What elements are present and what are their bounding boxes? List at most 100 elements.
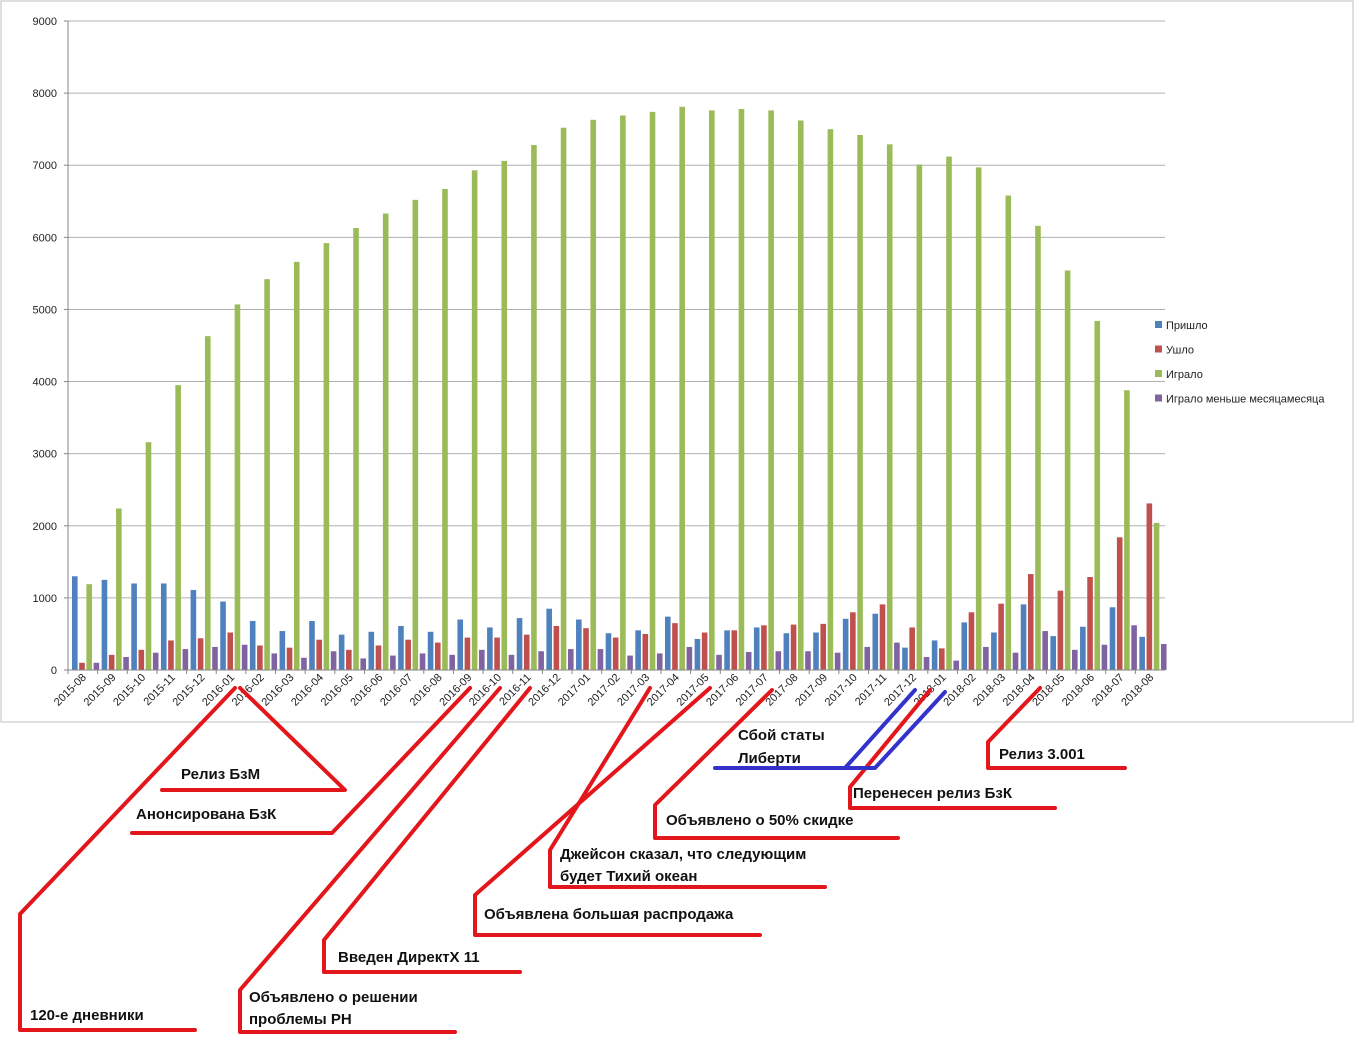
bar [531, 145, 537, 670]
bar [583, 628, 589, 670]
bar [1042, 631, 1048, 670]
bar [375, 645, 382, 670]
bar [931, 640, 938, 670]
bar [427, 631, 434, 670]
bar [227, 632, 234, 670]
bar [286, 647, 293, 670]
bar [1131, 625, 1137, 670]
bar [301, 657, 307, 670]
bar [93, 662, 100, 670]
bar [560, 127, 567, 671]
bar [1020, 604, 1027, 670]
bar [108, 654, 115, 670]
bar [961, 622, 968, 670]
y-tick-label: 9000 [33, 16, 57, 28]
bar [886, 144, 893, 670]
bar [827, 129, 834, 671]
bar [1064, 270, 1071, 670]
bar [494, 637, 500, 670]
bar [197, 638, 204, 670]
bar [316, 639, 322, 670]
bar [449, 654, 455, 670]
y-tick-label: 7000 [33, 160, 57, 172]
bar [72, 576, 78, 670]
y-tick-label: 4000 [33, 377, 57, 389]
bar [656, 653, 663, 670]
bar [257, 645, 263, 670]
bar [716, 654, 722, 670]
y-tick-label: 6000 [33, 232, 57, 244]
legend-label: Играло [1166, 369, 1203, 381]
annotation-line-50-discount [653, 688, 900, 840]
annotation-rn-fix-line1: Объявлено о решении [249, 989, 418, 1006]
bar [523, 634, 530, 670]
bar [442, 189, 448, 670]
bar [605, 633, 612, 670]
bar [864, 646, 871, 670]
annotation-liberty-stats-line2: Либерти [738, 750, 801, 767]
bar [293, 261, 300, 670]
annotation-line-bzk-postponed [848, 688, 1057, 810]
bar [894, 642, 900, 670]
annotation-pacific: Джейсон сказал, что следующим будет Тихи… [560, 846, 810, 885]
bar [975, 167, 982, 670]
bar [672, 623, 678, 670]
bar [1035, 225, 1041, 671]
bar [338, 634, 345, 670]
bar [168, 640, 174, 670]
chart-border [0, 0, 1354, 723]
bar [790, 624, 797, 670]
bar [923, 657, 930, 670]
bar [330, 651, 337, 670]
bar [1087, 576, 1093, 670]
bar [902, 647, 908, 670]
bar [567, 649, 574, 670]
bar [116, 508, 122, 670]
y-tick-label: 8000 [33, 88, 57, 100]
bar [419, 653, 426, 670]
bar [745, 651, 752, 670]
bar [797, 120, 804, 670]
legend-swatch [1155, 321, 1162, 328]
bar [220, 601, 226, 670]
bar [731, 630, 738, 670]
bar [635, 630, 641, 670]
bar [1101, 644, 1108, 670]
annotation-line-bzk-announced [130, 686, 472, 835]
bar [724, 630, 730, 670]
bar [175, 385, 181, 670]
bar [753, 627, 760, 670]
annotation-directx11: Введен ДиректХ 11 [338, 949, 480, 966]
legend-label: Играло меньше месяцамесяца [1166, 394, 1325, 406]
series-1 [72, 576, 1145, 670]
bar [1027, 574, 1034, 670]
bar [834, 652, 841, 670]
bar [309, 620, 315, 670]
bar [323, 243, 330, 670]
bar [1124, 390, 1130, 670]
bar [131, 583, 137, 670]
bar [516, 618, 523, 670]
bar [271, 653, 278, 670]
annotation-bzk-postponed: Перенесен релиз БзК [853, 785, 1013, 802]
bar [850, 612, 856, 670]
bar [686, 646, 693, 670]
bar [457, 619, 464, 670]
y-tick-label: 0 [51, 665, 57, 677]
bar [820, 623, 827, 670]
bar [1109, 607, 1116, 670]
bar [190, 589, 197, 670]
bar [620, 115, 626, 671]
bar [508, 654, 515, 670]
bar [101, 579, 108, 670]
bar [968, 612, 975, 670]
legend-swatch [1155, 345, 1162, 353]
bar [434, 642, 441, 670]
bar [953, 660, 960, 670]
legend-label: Пришло [1166, 320, 1208, 332]
annotation-liberty-stats-line1: Сбой статы [738, 727, 825, 744]
bar [390, 655, 396, 670]
bar [346, 649, 352, 670]
bar [471, 170, 478, 670]
